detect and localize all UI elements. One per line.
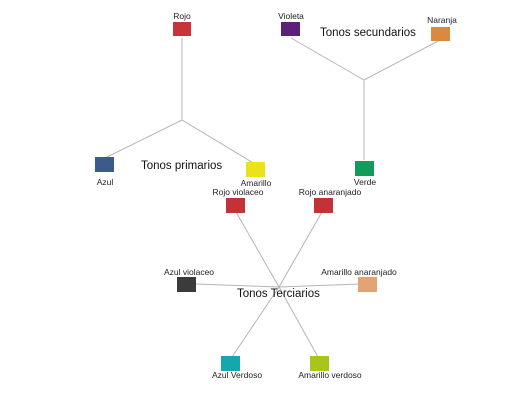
- edge-amarillo-verdoso: [278, 286, 319, 358]
- swatch-naranja: [431, 27, 450, 41]
- edge-rojo-violaceo: [235, 211, 280, 288]
- tertiary-group: Rojo violaceo Rojo anaranjado Azul viola…: [164, 187, 397, 380]
- edge-azul: [104, 119, 183, 159]
- swatch-amarillo-anaranjado: [358, 277, 377, 292]
- swatch-azul-verdoso: [221, 356, 240, 371]
- label-verde: Verde: [354, 177, 376, 187]
- label-azul: Azul: [97, 177, 114, 187]
- edge-amarillo: [181, 119, 256, 165]
- swatch-amarillo: [246, 162, 265, 177]
- swatch-violeta: [281, 22, 300, 36]
- title-primarios: Tonos primarios: [141, 160, 222, 172]
- swatch-azul-violaceo: [177, 277, 196, 292]
- swatch-amarillo-verdoso: [310, 356, 329, 371]
- label-amarillo: Amarillo: [241, 178, 272, 188]
- label-naranja: Naranja: [427, 15, 457, 25]
- label-rojo-violaceo: Rojo violaceo: [212, 187, 263, 197]
- edge-rojo-anaranjado: [278, 211, 323, 288]
- label-rojo-anaranjado: Rojo anaranjado: [299, 187, 362, 197]
- secondary-group: Violeta Naranja Verde Tonos secundarios: [278, 11, 457, 187]
- label-azul-violaceo: Azul violaceo: [164, 267, 214, 277]
- edge-violeta: [290, 37, 365, 81]
- label-rojo: Rojo: [173, 11, 191, 21]
- edge-azul-verdoso: [231, 286, 280, 358]
- label-amarillo-verdoso: Amarillo verdoso: [298, 370, 362, 380]
- edge-naranja: [363, 39, 441, 81]
- title-secundarios: Tonos secundarios: [320, 27, 416, 39]
- label-violeta: Violeta: [278, 11, 304, 21]
- swatch-rojo-anaranjado: [314, 198, 333, 213]
- primary-group: Rojo Azul Amarillo Tonos primarios: [95, 11, 272, 188]
- label-amarillo-anaranjado: Amarillo anaranjado: [321, 267, 397, 277]
- edge-amarillo-anaranjado: [278, 283, 361, 288]
- label-azul-verdoso: Azul Verdoso: [212, 370, 262, 380]
- swatch-azul: [95, 157, 114, 172]
- swatch-rojo-violaceo: [226, 198, 245, 213]
- swatch-rojo: [173, 22, 191, 36]
- swatch-verde: [355, 161, 374, 176]
- title-terciarios: Tonos Terciarios: [237, 288, 320, 300]
- edge-azul-violaceo: [195, 283, 280, 288]
